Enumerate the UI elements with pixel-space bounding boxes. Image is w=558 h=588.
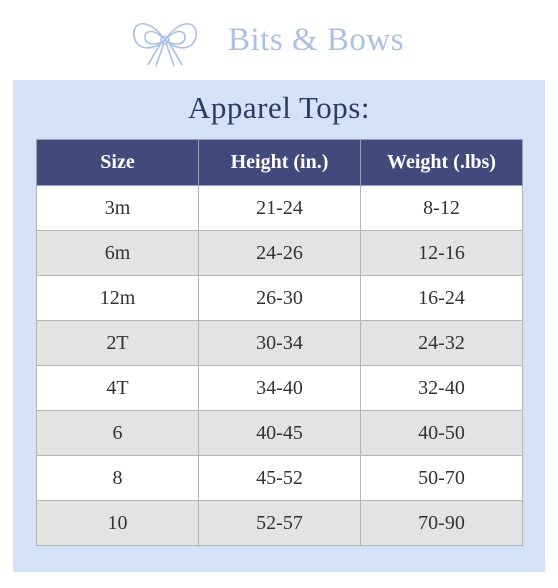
weight-cell: 12-16 (360, 230, 523, 276)
size-cell: 8 (36, 455, 199, 501)
table-row: 8 45-52 50-70 (36, 455, 523, 501)
size-cell: 6 (36, 410, 199, 456)
chart-title: Apparel Tops: (188, 90, 370, 125)
weight-cell: 32-40 (360, 365, 523, 411)
height-cell: 24-26 (198, 230, 361, 276)
table-row: 10 52-57 70-90 (36, 500, 523, 546)
weight-cell: 40-50 (360, 410, 523, 456)
height-cell: 30-34 (198, 320, 361, 366)
size-cell: 10 (36, 500, 199, 546)
table-header-row: Size Height (in.) Weight (.lbs) (36, 139, 523, 186)
table-row: 12m 26-30 16-24 (36, 275, 523, 321)
weight-cell: 16-24 (360, 275, 523, 321)
table-row: 6m 24-26 12-16 (36, 230, 523, 276)
weight-cell: 70-90 (360, 500, 523, 546)
weight-cell: 8-12 (360, 185, 523, 231)
size-chart-table: Size Height (in.) Weight (.lbs) 3m 21-24… (36, 139, 523, 546)
table-row: 4T 34-40 32-40 (36, 365, 523, 411)
size-cell: 2T (36, 320, 199, 366)
height-cell: 52-57 (198, 500, 361, 546)
size-cell: 12m (36, 275, 199, 321)
column-header-weight: Weight (.lbs) (360, 139, 523, 186)
table-row: 6 40-45 40-50 (36, 410, 523, 456)
table-row: 2T 30-34 24-32 (36, 320, 523, 366)
height-cell: 26-30 (198, 275, 361, 321)
weight-cell: 24-32 (360, 320, 523, 366)
bow-outline-icon (133, 22, 197, 67)
brand-header: Bits & Bows (0, 0, 558, 78)
height-cell: 40-45 (198, 410, 361, 456)
height-cell: 45-52 (198, 455, 361, 501)
size-cell: 3m (36, 185, 199, 231)
column-header-size: Size (36, 139, 199, 186)
height-cell: 34-40 (198, 365, 361, 411)
size-cell: 6m (36, 230, 199, 276)
brand-name: Bits & Bows (228, 22, 405, 58)
height-cell: 21-24 (198, 185, 361, 231)
column-header-height: Height (in.) (198, 139, 361, 186)
table-row: 3m 21-24 8-12 (36, 185, 523, 231)
weight-cell: 50-70 (360, 455, 523, 501)
size-cell: 4T (36, 365, 199, 411)
